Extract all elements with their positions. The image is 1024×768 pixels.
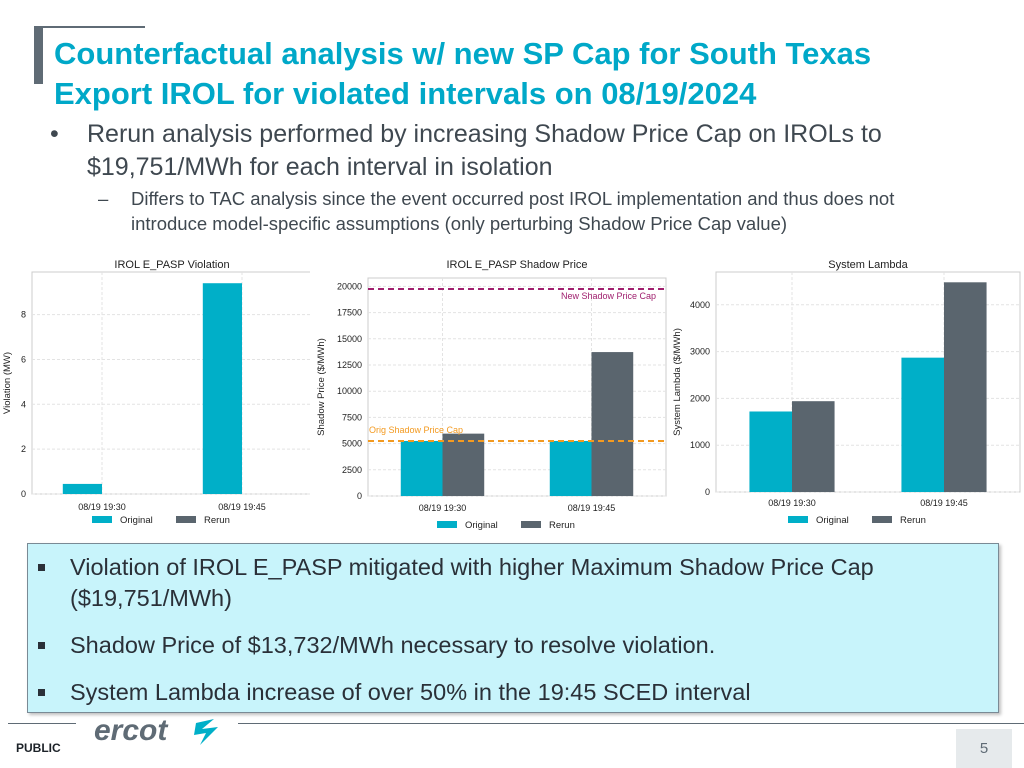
y-tick-label: 7500: [342, 412, 362, 422]
bullet-dash: –: [98, 188, 109, 209]
x-tick-label: 08/19 19:30: [419, 503, 467, 513]
y-tick-label: 3000: [690, 347, 710, 357]
slide-title-line2: Export IROL for violated intervals on 08…: [54, 76, 757, 111]
y-axis-label: Shadow Price ($/MWh): [316, 338, 327, 436]
callout-square-bullet: [38, 689, 45, 696]
x-tick-label: 08/19 19:45: [218, 502, 266, 512]
bullet-dot: •: [50, 120, 59, 148]
callout-item-1-text: Violation of IROL E_PASP mitigated with …: [70, 554, 874, 611]
legend-label-original: Original: [465, 520, 498, 531]
legend-swatch-original: [788, 516, 808, 523]
legend-swatch-rerun: [872, 516, 892, 523]
chart-shadow-price-svg: IROL E_PASP Shadow Price 0 2500 5000 7500 100…: [316, 259, 667, 531]
callout-item-3-text: System Lambda increase of over 50% in th…: [70, 679, 751, 705]
legend-label-original: Original: [120, 515, 153, 526]
ercot-logo-svg: ercot: [94, 714, 218, 747]
y-tick-label: 15000: [337, 334, 362, 344]
chart-title: IROL E_PASP Violation: [114, 259, 229, 271]
callout-item-2-text: Shadow Price of $13,732/MWh necessary to…: [70, 632, 716, 658]
chart-title: IROL E_PASP Shadow Price: [446, 259, 587, 271]
page-number: 5: [956, 729, 1012, 768]
legend-label-rerun: Rerun: [549, 520, 575, 531]
callout-square-bullet: [38, 642, 45, 649]
y-tick-label: 0: [21, 489, 26, 499]
x-tick-label: 08/19 19:45: [920, 498, 968, 508]
chart-violation-svg: IROL E_PASP Violation 0 2 4 6 8 Violation (MW)…: [2, 259, 313, 526]
y-tick-label: 2000: [690, 393, 710, 403]
y-tick-label: 17500: [337, 308, 362, 318]
x-tick-label: 08/19 19:45: [568, 503, 616, 513]
chart-title: System Lambda: [828, 259, 908, 271]
y-axis-label: Violation (MW): [2, 352, 13, 414]
y-tick-label: 4000: [690, 300, 710, 310]
y-tick-label: 1000: [690, 440, 710, 450]
slide-title-line1: Counterfactual analysis w/ new SP Cap fo…: [54, 36, 872, 71]
footer-divider-left: [8, 723, 76, 724]
y-tick-label: 0: [357, 491, 362, 501]
cap-line-label: New Shadow Price Cap: [561, 291, 656, 301]
footer-divider: [238, 723, 1024, 724]
y-tick-label: 2: [21, 444, 26, 454]
y-tick-label: 0: [705, 487, 710, 497]
ercot-logo: ercot: [92, 707, 232, 755]
y-tick-label: 8: [21, 310, 26, 320]
chart-violation: IROL E_PASP Violation 0 2 4 6 8 Violation (MW)…: [0, 252, 320, 537]
bar-original: [400, 440, 443, 496]
bullet-level2-text: Differs to TAC analysis since the event …: [131, 188, 895, 234]
legend-label-original: Original: [816, 515, 849, 526]
plot-frame: [367, 277, 667, 497]
slide-title: Counterfactual analysis w/ new SP Cap fo…: [54, 34, 1004, 114]
footer-classification: PUBLIC: [16, 741, 61, 755]
bar-original: [62, 483, 102, 494]
callout-square-bullet: [38, 564, 45, 571]
bar-original: [901, 357, 944, 492]
legend-label-rerun: Rerun: [204, 515, 230, 526]
ercot-logo-wordmark: ercot: [94, 714, 169, 747]
bar-rerun: [944, 282, 987, 492]
legend-label-rerun: Rerun: [900, 515, 926, 526]
y-tick-label: 2500: [342, 465, 362, 475]
y-tick-label: 6: [21, 354, 26, 364]
bullet-level1-text: Rerun analysis performed by increasing S…: [87, 120, 882, 181]
legend-swatch-original: [92, 516, 112, 523]
y-tick-label: 5000: [342, 439, 362, 449]
title-accent-bar: [34, 26, 43, 84]
y-tick-label: 20000: [337, 281, 362, 291]
chart-shadow-price: IROL E_PASP Shadow Price 0 2500 5000 7500 100…: [310, 250, 670, 542]
bar-original: [749, 411, 792, 492]
y-tick-label: 12500: [337, 360, 362, 370]
y-tick-label: 4: [21, 399, 26, 409]
legend-swatch-rerun: [521, 521, 541, 528]
summary-callout-box: Violation of IROL E_PASP mitigated with …: [27, 543, 999, 713]
bar-rerun: [792, 401, 835, 492]
legend-swatch-original: [437, 521, 457, 528]
legend-swatch-rerun: [176, 516, 196, 523]
y-tick-label: 10000: [337, 386, 362, 396]
lightning-bolt-icon: [194, 719, 218, 745]
title-accent-line: [43, 26, 145, 28]
plot-frame: [31, 271, 313, 495]
bar-rerun: [442, 433, 485, 496]
x-tick-label: 08/19 19:30: [768, 498, 816, 508]
cap-line-label: Orig Shadow Price Cap: [369, 425, 463, 435]
chart-system-lambda-svg: System Lambda 0 1000 2000 3000 4000 System Lam…: [672, 259, 1021, 526]
y-axis-label: System Lambda ($/MWh): [672, 328, 683, 436]
chart-system-lambda: System Lambda 0 1000 2000 3000 4000 System Lam…: [668, 252, 1024, 537]
bar-rerun: [591, 352, 634, 496]
bar-original: [549, 440, 592, 496]
x-tick-label: 08/19 19:30: [78, 502, 126, 512]
bar-original: [202, 283, 242, 494]
